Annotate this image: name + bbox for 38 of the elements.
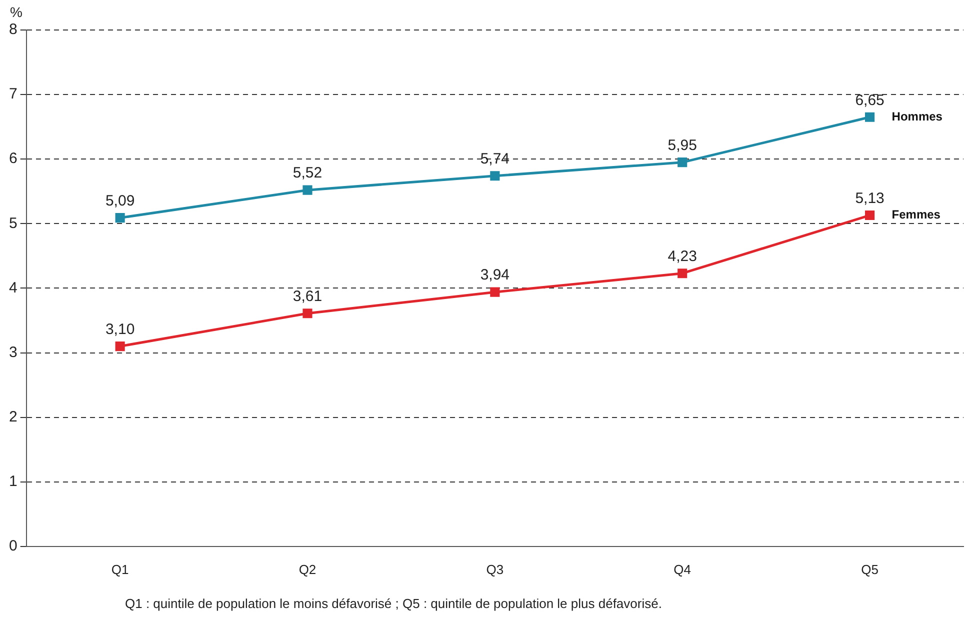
data-label: 5,09 bbox=[105, 192, 135, 210]
y-tick-label: 2 bbox=[9, 408, 18, 426]
x-tick-label: Q1 bbox=[111, 562, 129, 577]
y-tick-label: 3 bbox=[9, 344, 18, 361]
data-label: 5,13 bbox=[855, 190, 884, 207]
point bbox=[115, 342, 125, 352]
data-label: 5,95 bbox=[668, 136, 697, 154]
x-tick-label: Q2 bbox=[298, 562, 316, 577]
data-label: 5,74 bbox=[480, 150, 510, 168]
x-tick-label: Q5 bbox=[861, 562, 878, 577]
point bbox=[302, 308, 312, 318]
point bbox=[490, 287, 500, 297]
point bbox=[865, 210, 875, 220]
data-label: 5,52 bbox=[292, 164, 322, 182]
point bbox=[490, 171, 500, 181]
x-tick-label: Q3 bbox=[486, 562, 504, 577]
y-tick-label: 5 bbox=[9, 214, 18, 232]
y-axis-title: % bbox=[10, 4, 22, 20]
series-label: Femmes bbox=[892, 208, 941, 222]
point bbox=[678, 158, 688, 168]
data-label: 3,10 bbox=[105, 320, 135, 338]
x-tick-label: Q4 bbox=[674, 562, 692, 577]
y-tick-label: 4 bbox=[9, 279, 18, 296]
point bbox=[302, 185, 312, 195]
text: Q1 : quintile de population le moins défavorisé ; Q5 : quintile de population le plus défavorisé. bbox=[125, 596, 662, 611]
y-tick-label: 0 bbox=[9, 538, 18, 555]
point bbox=[115, 213, 125, 223]
data-label: 4,23 bbox=[668, 248, 697, 265]
data-label: 3,94 bbox=[480, 266, 510, 284]
y-tick-label: 7 bbox=[9, 86, 18, 103]
point bbox=[678, 268, 688, 278]
series-label: Hommes bbox=[892, 109, 943, 124]
point bbox=[865, 112, 875, 122]
y-tick-label: 6 bbox=[9, 150, 18, 168]
data-label: 3,61 bbox=[292, 288, 322, 306]
y-tick-label: 1 bbox=[9, 472, 18, 490]
data-label: 6,65 bbox=[855, 92, 884, 109]
y-tick-label: 8 bbox=[9, 21, 18, 38]
